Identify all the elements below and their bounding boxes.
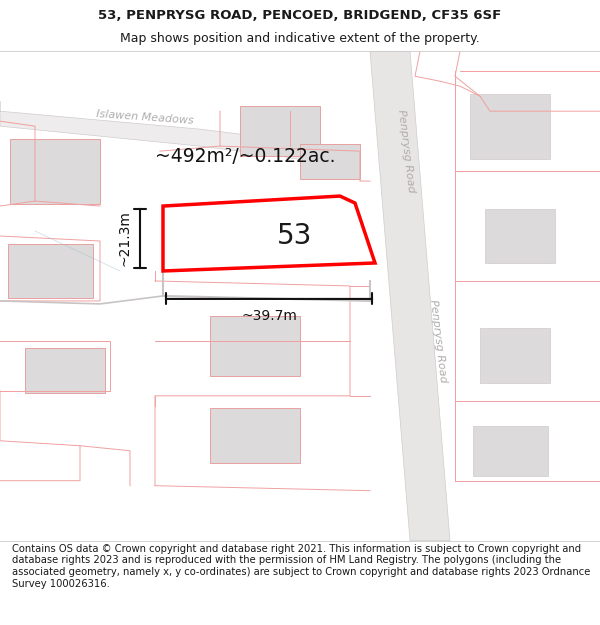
Polygon shape: [210, 408, 300, 463]
Text: Contains OS data © Crown copyright and database right 2021. This information is : Contains OS data © Crown copyright and d…: [12, 544, 590, 589]
Text: ~21.3m: ~21.3m: [118, 211, 132, 266]
Text: Islawen Meadows: Islawen Meadows: [96, 109, 194, 126]
Polygon shape: [25, 348, 105, 393]
Text: Penprysg Road: Penprysg Road: [428, 299, 448, 383]
Text: ~492m²/~0.122ac.: ~492m²/~0.122ac.: [155, 147, 335, 166]
Polygon shape: [10, 139, 100, 204]
Text: ~39.7m: ~39.7m: [241, 309, 297, 323]
Text: 53: 53: [277, 222, 313, 250]
Polygon shape: [480, 328, 550, 383]
Polygon shape: [370, 51, 450, 541]
Polygon shape: [210, 316, 300, 376]
Polygon shape: [7, 244, 92, 298]
Polygon shape: [470, 94, 550, 159]
Text: 53, PENPRYSG ROAD, PENCOED, BRIDGEND, CF35 6SF: 53, PENPRYSG ROAD, PENCOED, BRIDGEND, CF…: [98, 9, 502, 22]
Text: Penprysg Road: Penprysg Road: [396, 109, 416, 193]
Text: Map shows position and indicative extent of the property.: Map shows position and indicative extent…: [120, 32, 480, 45]
Polygon shape: [485, 209, 555, 264]
Polygon shape: [473, 426, 548, 476]
Polygon shape: [163, 196, 375, 271]
Polygon shape: [240, 106, 320, 156]
Polygon shape: [0, 101, 340, 169]
Polygon shape: [300, 144, 360, 179]
